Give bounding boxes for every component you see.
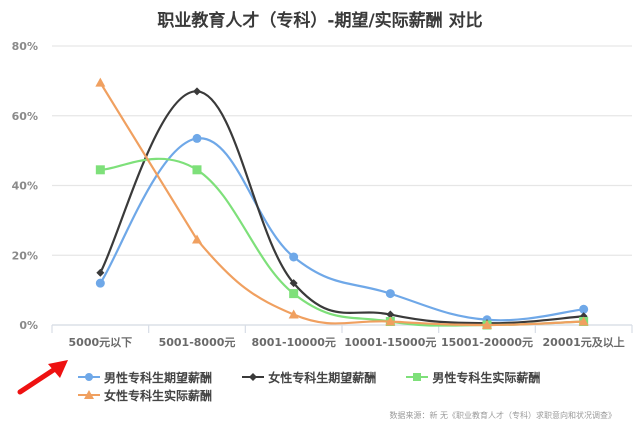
legend-label: 女性专科生期望薪酬 bbox=[268, 370, 377, 385]
legend-label: 男性专科生期望薪酬 bbox=[104, 370, 213, 385]
data-point-triangle-icon[interactable] bbox=[482, 320, 492, 329]
x-tick-label: 5000元以下 bbox=[69, 336, 133, 349]
x-tick-label: 8001-10000元 bbox=[251, 336, 335, 349]
chart-title: 职业教育人才（专科）-期望/实际薪酬 对比 bbox=[157, 11, 483, 31]
legend-item-male-expected[interactable]: 男性专科生期望薪酬 bbox=[78, 368, 212, 386]
data-point-circle-icon[interactable] bbox=[579, 304, 589, 314]
legend-diamond-icon bbox=[242, 373, 265, 381]
data-point-circle-icon[interactable] bbox=[192, 133, 202, 143]
data-point-circle-icon[interactable] bbox=[385, 289, 395, 299]
y-tick-label: 40% bbox=[12, 180, 38, 193]
data-point-triangle-icon[interactable] bbox=[385, 316, 396, 326]
data-point-diamond-icon[interactable] bbox=[386, 310, 395, 319]
series-0 bbox=[95, 133, 589, 325]
red-arrow-icon bbox=[17, 360, 68, 395]
legend-square-icon bbox=[406, 373, 429, 381]
data-point-triangle-icon[interactable] bbox=[192, 234, 202, 244]
series-3 bbox=[95, 77, 589, 329]
data-point-circle-icon[interactable] bbox=[95, 278, 105, 288]
legend-label: 女性专科生实际薪酬 bbox=[104, 388, 213, 403]
x-tick-label: 20001元及以上 bbox=[543, 335, 625, 349]
series-2 bbox=[95, 157, 589, 330]
legend-circle-icon bbox=[78, 373, 100, 381]
y-tick-label: 20% bbox=[12, 249, 38, 262]
data-point-square-icon[interactable] bbox=[95, 165, 105, 175]
data-point-diamond-icon[interactable] bbox=[193, 87, 201, 96]
series-line bbox=[100, 157, 584, 327]
chart-legend: 男性专科生期望薪酬 女性专科生期望薪酬 男性专科生实际薪酬 女性专科生实际薪酬 bbox=[78, 368, 598, 404]
y-tick-label: 0% bbox=[19, 319, 38, 332]
data-point-square-icon[interactable] bbox=[289, 289, 299, 299]
x-tick-label: 5001-8000元 bbox=[159, 336, 236, 349]
data-source-note: 数据来源：新 无《职业教育人才（专科）求职意向和状况调查》 bbox=[389, 411, 616, 420]
series-1 bbox=[96, 87, 588, 328]
legend-label: 男性专科生实际薪酬 bbox=[432, 370, 541, 385]
y-tick-label: 60% bbox=[12, 110, 38, 123]
x-tick-label: 10001-15000元 bbox=[344, 336, 436, 349]
data-point-triangle-icon[interactable] bbox=[95, 77, 106, 87]
legend-item-female-actual[interactable]: 女性专科生实际薪酬 bbox=[78, 386, 212, 404]
series-line bbox=[99, 137, 584, 322]
legend-item-female-expected[interactable]: 女性专科生期望薪酬 bbox=[242, 368, 376, 386]
x-tick-label: 15001-20000元 bbox=[441, 336, 533, 349]
series-line bbox=[99, 90, 584, 325]
data-point-diamond-icon[interactable] bbox=[96, 268, 105, 277]
data-point-square-icon[interactable] bbox=[192, 165, 202, 175]
data-point-triangle-icon[interactable] bbox=[578, 316, 589, 326]
data-point-triangle-icon[interactable] bbox=[288, 309, 299, 319]
data-point-circle-icon[interactable] bbox=[289, 252, 299, 262]
data-point-diamond-icon[interactable] bbox=[289, 279, 298, 288]
y-tick-label: 80% bbox=[12, 40, 38, 53]
legend-item-male-actual[interactable]: 男性专科生实际薪酬 bbox=[406, 368, 540, 386]
series-line bbox=[99, 82, 584, 327]
legend-triangle-icon bbox=[78, 390, 100, 399]
